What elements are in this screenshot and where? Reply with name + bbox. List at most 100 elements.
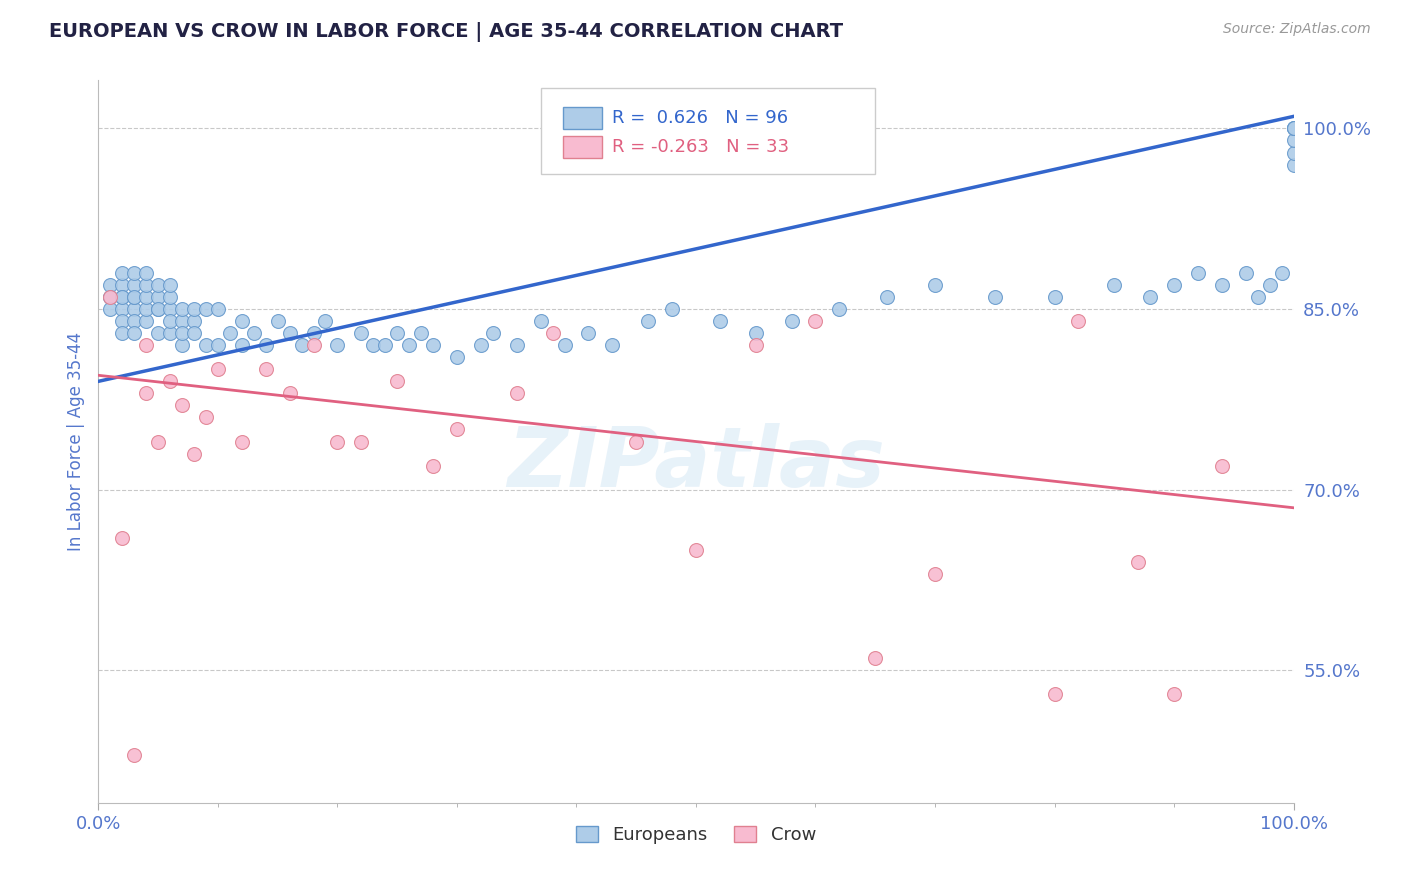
Point xyxy=(1187,266,1209,280)
Point xyxy=(231,314,253,328)
Point xyxy=(924,278,946,293)
Point xyxy=(865,651,887,665)
Point xyxy=(278,326,301,341)
Point xyxy=(924,567,946,582)
Point xyxy=(506,386,529,401)
Text: EUROPEAN VS CROW IN LABOR FORCE | AGE 35-44 CORRELATION CHART: EUROPEAN VS CROW IN LABOR FORCE | AGE 35… xyxy=(49,22,844,42)
Point xyxy=(172,301,194,317)
Point xyxy=(1258,278,1281,293)
Point xyxy=(183,326,205,341)
Point xyxy=(124,278,146,293)
Point xyxy=(111,531,134,545)
Point xyxy=(1282,121,1305,136)
Point xyxy=(385,326,409,341)
Point xyxy=(135,290,157,304)
Point xyxy=(98,290,122,304)
Point xyxy=(709,314,731,328)
Point xyxy=(159,301,181,317)
Point xyxy=(1211,458,1233,473)
Point xyxy=(243,326,266,341)
Point xyxy=(637,314,659,328)
Point xyxy=(578,326,600,341)
Point xyxy=(1282,121,1305,136)
Text: ZIPatlas: ZIPatlas xyxy=(508,423,884,504)
Point xyxy=(1282,121,1305,136)
Point xyxy=(385,375,409,389)
Point xyxy=(135,314,157,328)
Point xyxy=(111,266,134,280)
FancyBboxPatch shape xyxy=(541,87,876,174)
Point xyxy=(148,278,170,293)
Point xyxy=(231,434,253,449)
Point xyxy=(172,314,194,328)
Point xyxy=(124,326,146,341)
Point xyxy=(326,434,349,449)
Point xyxy=(481,326,505,341)
Point xyxy=(661,301,683,317)
Point xyxy=(159,290,181,304)
Point xyxy=(470,338,492,352)
Point xyxy=(398,338,420,352)
Point xyxy=(98,290,122,304)
Point xyxy=(1163,278,1185,293)
Point xyxy=(876,290,898,304)
Text: Source: ZipAtlas.com: Source: ZipAtlas.com xyxy=(1223,22,1371,37)
FancyBboxPatch shape xyxy=(564,136,602,158)
Point xyxy=(124,290,146,304)
Point xyxy=(350,434,373,449)
Point xyxy=(98,301,122,317)
Point xyxy=(195,301,218,317)
Point xyxy=(1139,290,1161,304)
Point xyxy=(626,434,648,449)
Point xyxy=(124,314,146,328)
Point xyxy=(1043,290,1066,304)
Point xyxy=(159,278,181,293)
Point xyxy=(446,350,468,364)
Point xyxy=(780,314,803,328)
Point xyxy=(135,278,157,293)
Point xyxy=(124,266,146,280)
Text: R = -0.263   N = 33: R = -0.263 N = 33 xyxy=(613,137,789,156)
Point xyxy=(183,447,205,461)
Point xyxy=(207,301,229,317)
Point xyxy=(148,301,170,317)
Point xyxy=(1247,290,1270,304)
Point xyxy=(231,338,253,352)
Point xyxy=(422,338,444,352)
Point xyxy=(291,338,314,352)
Point xyxy=(124,301,146,317)
Point xyxy=(111,326,134,341)
Point xyxy=(148,434,170,449)
Point xyxy=(422,458,444,473)
Point xyxy=(1282,158,1305,172)
Point xyxy=(124,747,146,762)
Point xyxy=(254,338,277,352)
Point xyxy=(183,314,205,328)
Point xyxy=(804,314,827,328)
Point xyxy=(172,338,194,352)
Point xyxy=(745,338,768,352)
Legend: Europeans, Crow: Europeans, Crow xyxy=(569,819,823,852)
Point xyxy=(446,423,468,437)
Point xyxy=(1104,278,1126,293)
Point xyxy=(135,301,157,317)
Point xyxy=(530,314,553,328)
Point xyxy=(207,338,229,352)
Point xyxy=(135,338,157,352)
Point xyxy=(111,290,134,304)
Point xyxy=(1282,133,1305,147)
Point xyxy=(135,266,157,280)
Point xyxy=(195,410,218,425)
Point xyxy=(302,338,325,352)
Point xyxy=(111,278,134,293)
Point xyxy=(506,338,529,352)
Point xyxy=(111,314,134,328)
Point xyxy=(541,326,564,341)
Point xyxy=(1282,145,1305,160)
Point xyxy=(411,326,433,341)
Point xyxy=(828,301,851,317)
Point xyxy=(554,338,576,352)
Point xyxy=(315,314,337,328)
Point xyxy=(685,542,707,557)
Point xyxy=(1128,555,1150,569)
